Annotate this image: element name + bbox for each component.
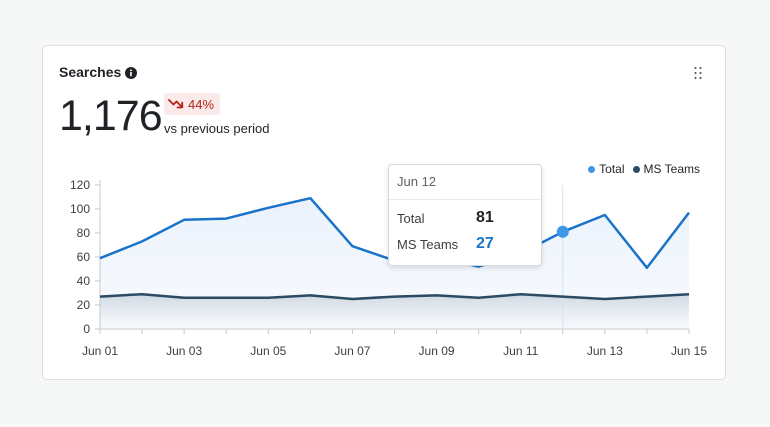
x-tick-label: Jun 03 [166, 344, 202, 358]
chart-tooltip: Jun 12 Total 81 MS Teams 27 [388, 164, 542, 266]
tooltip-ms-teams-value: 27 [476, 235, 494, 252]
tooltip-ms-teams-label: MS Teams [397, 236, 459, 252]
y-tick-label: 0 [83, 322, 90, 336]
card-title: Searches [59, 64, 122, 80]
compare-period-label: vs previous period [164, 121, 270, 136]
info-icon[interactable] [125, 66, 138, 79]
legend-dot-total [588, 165, 596, 173]
legend-label-total: Total [599, 162, 625, 176]
searches-card: Searches 1,176 44% vs previous period To… [42, 45, 726, 380]
legend-item-total[interactable]: Total [588, 162, 625, 176]
x-tick-label: Jun 05 [250, 344, 286, 358]
ms-teams-series-line [99, 292, 690, 301]
x-tick-label: Jun 13 [587, 344, 623, 358]
tooltip-total-label: Total [397, 210, 425, 226]
legend-dot-ms-teams [632, 165, 640, 173]
delta-percent: 44% [188, 96, 215, 112]
x-tick-label: Jun 01 [82, 344, 118, 358]
total-searches-value: 1,176 [59, 92, 163, 140]
x-tick-label: Jun 09 [419, 344, 455, 358]
tooltip-total-value: 81 [476, 209, 494, 226]
y-tick-label: 40 [77, 274, 91, 288]
delta-badge: 44% [164, 93, 221, 115]
y-tick-label: 100 [70, 202, 90, 216]
x-tick-label: Jun 15 [671, 344, 707, 358]
chart-legend: Total MS Teams [580, 162, 700, 176]
trend-down-icon [168, 99, 184, 109]
x-tick-label: Jun 11 [503, 344, 538, 358]
ms-teams-area [100, 294, 689, 329]
y-tick-label: 80 [77, 226, 91, 240]
searches-line-chart[interactable]: 0 20 40 60 80 100 120 Jun 01 Jun 03 Jun 05 Jun 07 J… [43, 46, 727, 381]
tooltip-date: Jun 12 [389, 165, 541, 200]
y-tick-label: 20 [77, 298, 91, 312]
kebab-menu-icon[interactable] [693, 66, 703, 80]
y-tick-label: 60 [77, 250, 91, 264]
y-tick-label: 120 [70, 178, 90, 192]
card-header: Searches [59, 64, 138, 80]
highlight-point [556, 225, 569, 238]
x-tick-label: Jun 07 [334, 344, 370, 358]
legend-label-ms-teams: MS Teams [643, 162, 700, 176]
tooltip-row-ms-teams: MS Teams 27 [397, 235, 537, 253]
legend-item-ms-teams[interactable]: MS Teams [632, 162, 700, 176]
tooltip-row-total: Total 81 [397, 209, 537, 227]
